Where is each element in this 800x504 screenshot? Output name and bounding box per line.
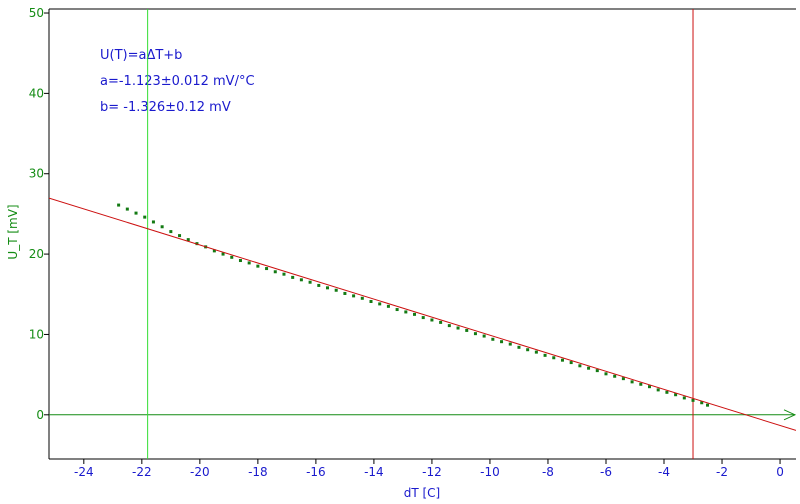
data-point bbox=[221, 252, 225, 256]
data-point bbox=[587, 366, 591, 370]
data-point bbox=[500, 340, 504, 344]
data-point bbox=[630, 380, 634, 384]
fit-line bbox=[49, 197, 796, 431]
data-point bbox=[212, 249, 216, 253]
data-point bbox=[578, 364, 582, 368]
data-point bbox=[543, 353, 547, 357]
data-point bbox=[604, 372, 608, 376]
data-point bbox=[325, 286, 329, 290]
x-tick-label: -4 bbox=[658, 465, 670, 479]
data-point bbox=[230, 255, 234, 259]
data-point bbox=[395, 308, 399, 312]
data-point bbox=[569, 361, 573, 365]
zero-axis-arrow bbox=[783, 409, 796, 421]
data-point bbox=[134, 211, 138, 215]
data-point bbox=[439, 320, 443, 324]
data-point bbox=[613, 374, 617, 378]
data-point bbox=[682, 396, 686, 400]
data-point bbox=[648, 385, 652, 389]
data-point bbox=[447, 324, 451, 328]
x-tick-label: -18 bbox=[248, 465, 268, 479]
data-point bbox=[282, 272, 286, 276]
data-point bbox=[517, 345, 521, 349]
data-point bbox=[291, 275, 295, 279]
data-point bbox=[169, 230, 173, 234]
x-tick-label: -16 bbox=[306, 465, 326, 479]
data-point bbox=[369, 300, 373, 303]
x-tick-label: -22 bbox=[132, 465, 152, 479]
data-point bbox=[700, 401, 704, 405]
annotations: U(T)=aΔT+b a=-1.123±0.012 mV/°C b= -1.32… bbox=[100, 48, 255, 115]
data-point bbox=[299, 278, 303, 282]
y-tick-label: 50 bbox=[29, 6, 44, 20]
x-tick-label: 0 bbox=[776, 465, 784, 479]
annotation-equation: U(T)=aΔT+b bbox=[100, 48, 182, 63]
data-point bbox=[378, 302, 382, 306]
data-point bbox=[334, 288, 338, 292]
x-tick-label: -10 bbox=[480, 465, 500, 479]
data-point bbox=[465, 328, 469, 332]
y-tick-label: 40 bbox=[29, 86, 44, 100]
y-tick-label: 20 bbox=[29, 247, 44, 261]
data-point bbox=[560, 358, 564, 362]
data-point bbox=[352, 294, 356, 298]
data-point bbox=[317, 283, 321, 287]
data-point bbox=[665, 390, 669, 394]
y-tick-label: 0 bbox=[36, 408, 44, 422]
data-point bbox=[526, 348, 530, 352]
data-point bbox=[186, 238, 190, 242]
data-point bbox=[508, 342, 512, 346]
data-point bbox=[151, 220, 155, 224]
data-point bbox=[456, 326, 460, 330]
data-point bbox=[706, 403, 710, 407]
data-point bbox=[360, 296, 364, 300]
x-tick-label: -14 bbox=[364, 465, 384, 479]
data-point bbox=[595, 369, 599, 373]
data-point bbox=[386, 304, 390, 308]
x-tick-label: -12 bbox=[422, 465, 442, 479]
annotation-slope: a=-1.123±0.012 mV/°C bbox=[100, 74, 255, 89]
data-point bbox=[160, 225, 164, 229]
data-point bbox=[404, 310, 408, 314]
data-point bbox=[413, 312, 417, 316]
y-tick-label: 30 bbox=[29, 167, 44, 181]
data-point bbox=[247, 261, 251, 265]
data-point bbox=[117, 203, 121, 207]
data-point bbox=[265, 267, 269, 271]
data-point bbox=[125, 207, 129, 211]
data-point bbox=[691, 398, 695, 402]
x-tick-label: -2 bbox=[716, 465, 728, 479]
data-point bbox=[421, 316, 425, 320]
y-axis-label: U_T [mV] bbox=[6, 204, 20, 259]
x-tick-label: -20 bbox=[190, 465, 210, 479]
data-point bbox=[473, 332, 477, 336]
data-point bbox=[308, 280, 312, 284]
data-point bbox=[178, 234, 182, 238]
data-point bbox=[273, 270, 277, 274]
data-point bbox=[534, 350, 538, 354]
annotation-intercept: b= -1.326±0.12 mV bbox=[100, 100, 231, 115]
x-tick-label: -24 bbox=[74, 465, 94, 479]
data-point bbox=[256, 264, 260, 268]
y-tick-label: 10 bbox=[29, 327, 44, 341]
data-point bbox=[482, 334, 486, 338]
data-point bbox=[552, 356, 556, 360]
data-point bbox=[674, 393, 678, 397]
plot-area bbox=[49, 9, 796, 459]
data-point bbox=[491, 337, 495, 341]
data-point bbox=[656, 388, 660, 392]
data-point bbox=[143, 215, 147, 219]
data-point bbox=[238, 259, 242, 263]
data-point bbox=[430, 318, 434, 322]
data-point bbox=[639, 382, 643, 386]
x-tick-label: -8 bbox=[542, 465, 554, 479]
x-tick-label: -6 bbox=[600, 465, 612, 479]
data-point bbox=[621, 377, 625, 381]
x-axis-label: dT [C] bbox=[404, 486, 441, 500]
data-point bbox=[343, 291, 347, 295]
